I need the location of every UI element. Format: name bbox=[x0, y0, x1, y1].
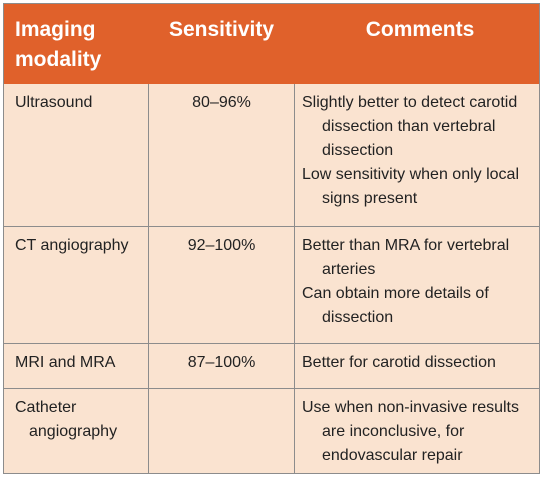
row-4-comments: Use when non-invasive results are inconc… bbox=[302, 396, 544, 468]
table-header: Imaging modality Sensitivity Comments bbox=[4, 4, 539, 84]
row-divider-3 bbox=[4, 388, 539, 389]
header-comments: Comments bbox=[365, 18, 475, 41]
imaging-modality-table: Imaging modality Sensitivity Comments Ul… bbox=[3, 3, 540, 474]
row-3-sensitivity: 87–100% bbox=[187, 354, 256, 371]
column-divider-1 bbox=[148, 84, 149, 473]
row-2-comment-1: Better than MRA for vertebral arteries bbox=[302, 237, 510, 278]
row-2-modality: CT angiography bbox=[15, 237, 129, 254]
row-divider-1 bbox=[4, 226, 539, 227]
row-3-comments: Better for carotid dissection bbox=[302, 351, 544, 375]
row-2-sensitivity: 92–100% bbox=[187, 237, 256, 254]
row-3-comment-1: Better for carotid dissection bbox=[302, 354, 496, 371]
header-modality: Imaging modality bbox=[15, 18, 102, 71]
column-divider-2 bbox=[294, 84, 295, 473]
row-1-comment-2: Low sensitivity when only local signs pr… bbox=[302, 166, 519, 207]
row-1-comments: Slightly better to detect carotid dissec… bbox=[302, 91, 544, 211]
row-4-comment-1: Use when non-invasive results are inconc… bbox=[302, 399, 519, 464]
row-1-sensitivity: 80–96% bbox=[192, 94, 251, 111]
row-1-comment-1: Slightly better to detect carotid dissec… bbox=[302, 94, 518, 159]
row-divider-2 bbox=[4, 343, 539, 344]
row-2-comment-2: Can obtain more details of dissection bbox=[302, 285, 489, 326]
row-4-modality: Catheter angiography bbox=[15, 399, 118, 440]
row-1-modality: Ultrasound bbox=[15, 94, 93, 111]
row-2-comments: Better than MRA for vertebral arteries C… bbox=[302, 234, 544, 330]
row-3-modality: MRI and MRA bbox=[15, 354, 116, 371]
header-sensitivity: Sensitivity bbox=[168, 18, 275, 41]
